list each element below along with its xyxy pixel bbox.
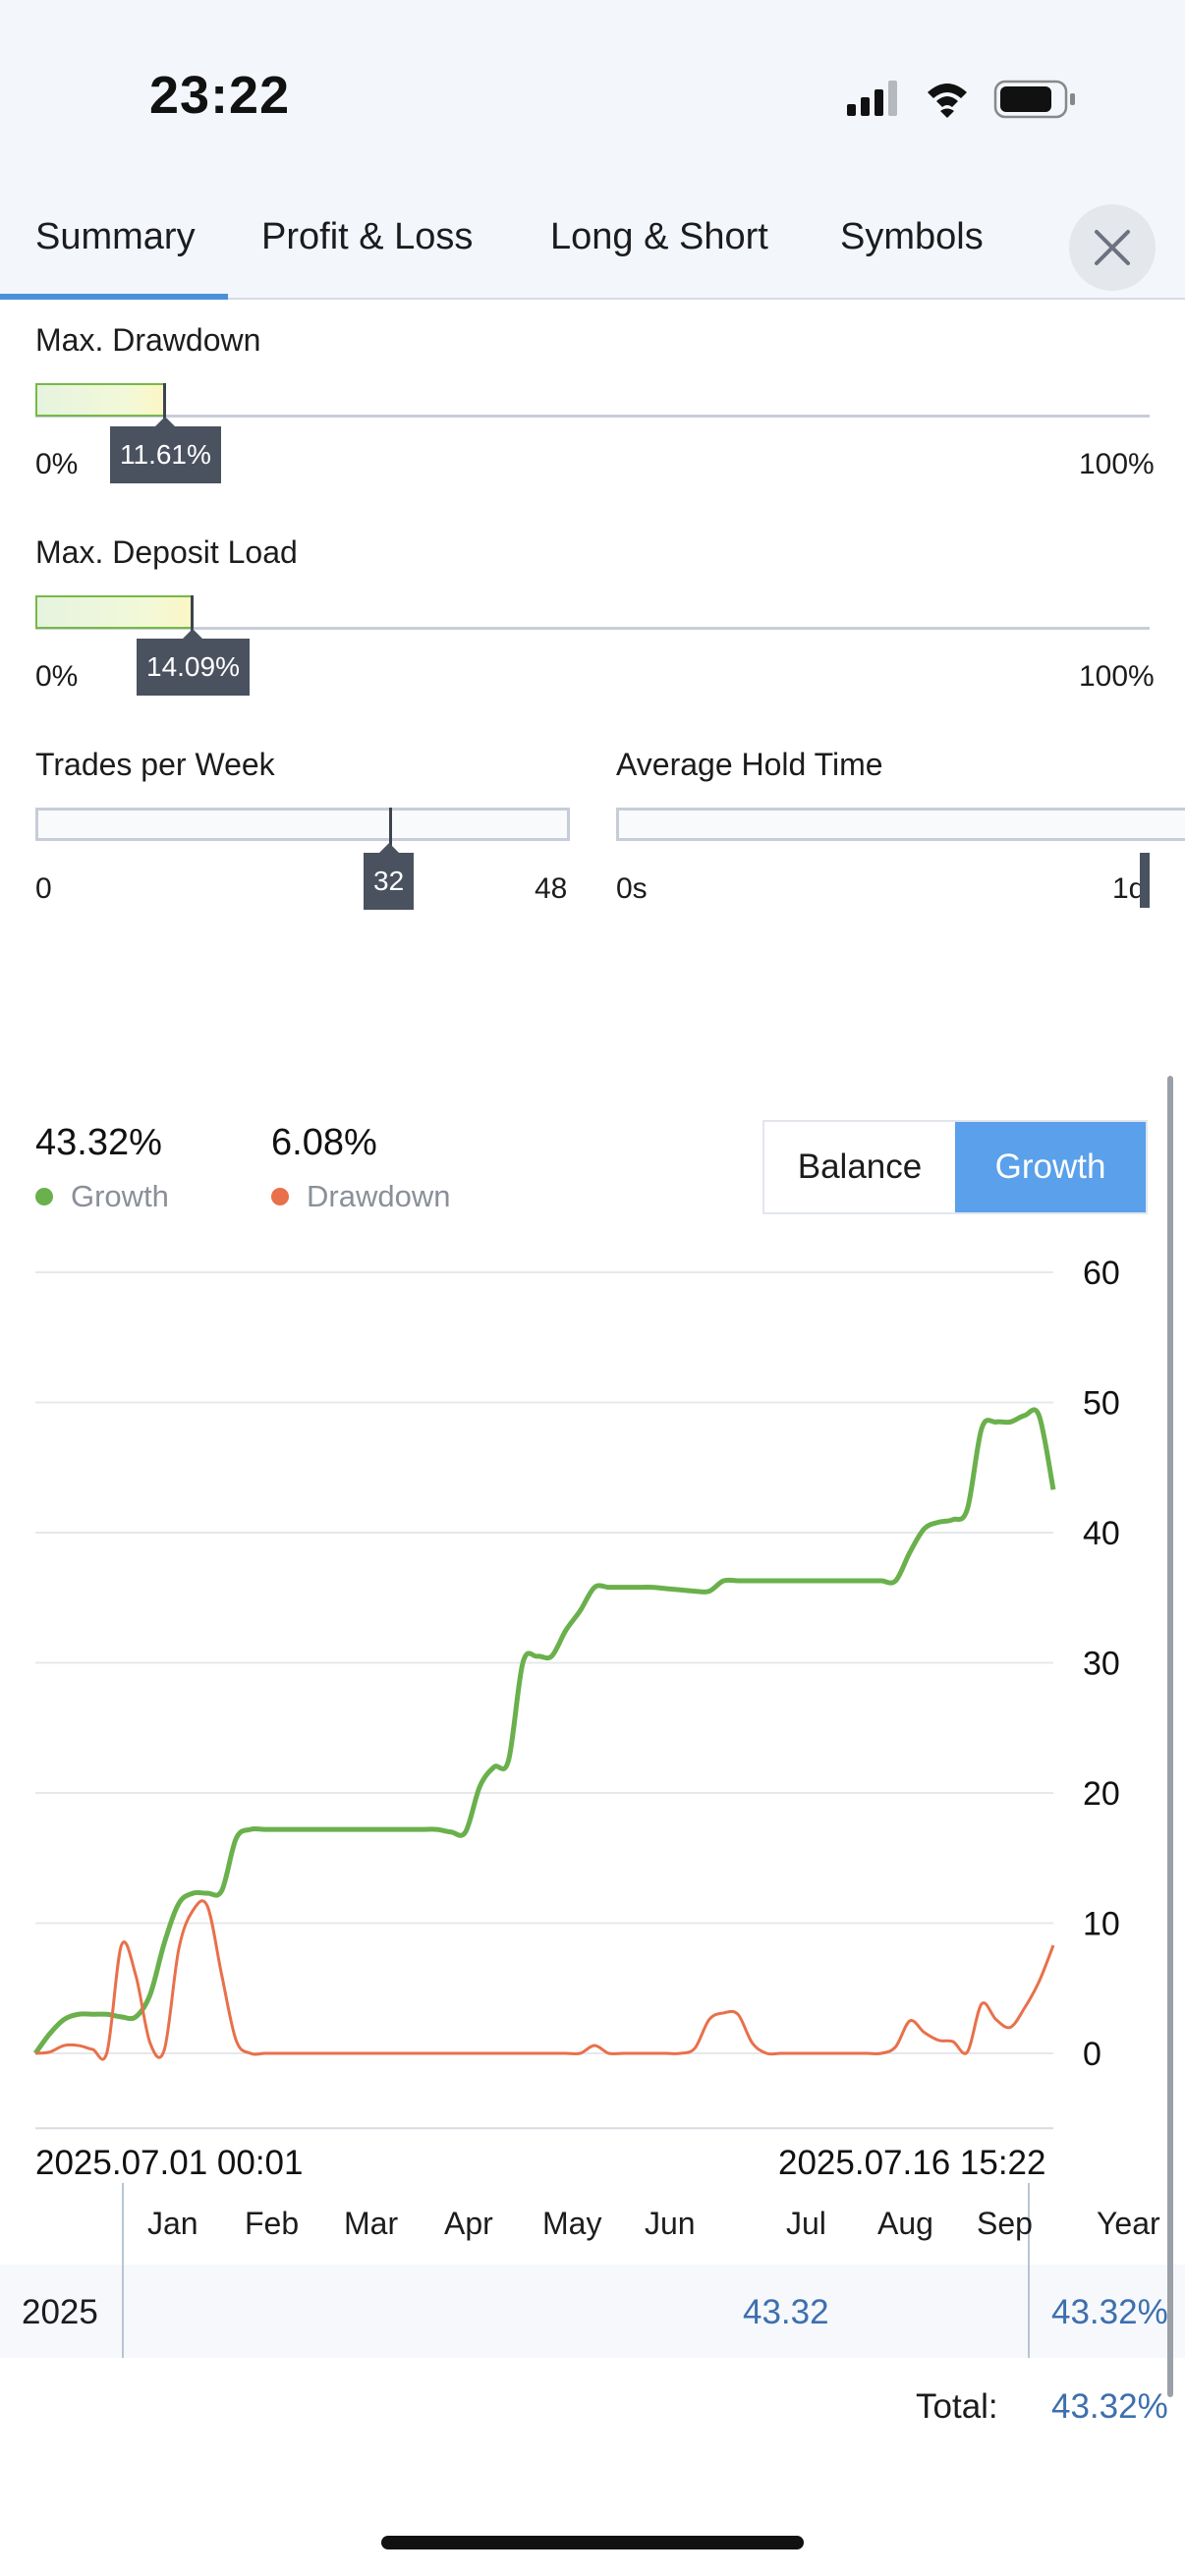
month-header: Jun: [645, 2206, 696, 2241]
year-header: Year: [1097, 2206, 1160, 2241]
tab-summary[interactable]: Summary: [35, 216, 196, 257]
active-tab-indicator: [0, 294, 228, 300]
growth-value: 43.32%: [35, 1122, 162, 1163]
max-deposit-load-value: 14.09%: [137, 629, 250, 696]
y-tick-label: 0: [1083, 2036, 1101, 2073]
signal-icon: [847, 81, 897, 116]
average-hold-time-min: 0s: [616, 872, 648, 905]
month-header: May: [542, 2206, 602, 2241]
trades-per-week-marker: [389, 808, 392, 853]
max-drawdown-value: 11.61%: [110, 417, 221, 483]
drawdown-series-line: [34, 1899, 1055, 2061]
growth-legend-dot: [35, 1188, 53, 1205]
average-hold-time-max-wrap: 1d: [1112, 872, 1152, 906]
y-tick-label: 60: [1083, 1255, 1120, 1292]
growth-legend-label: Growth: [71, 1179, 169, 1213]
average-hold-time-bar: [616, 808, 1185, 841]
drawdown-value: 6.08%: [271, 1122, 377, 1163]
trades-per-week-value: 32: [364, 843, 415, 910]
max-drawdown-label: Max. Drawdown: [35, 322, 261, 358]
max-deposit-load-fill: [35, 595, 193, 629]
growth-series-line: [32, 1407, 1056, 2055]
tab-profit-loss[interactable]: Profit & Loss: [261, 216, 474, 257]
drawdown-legend-label: Drawdown: [307, 1179, 451, 1213]
tab-bar: Summary Profit & Loss Long & Short Symbo…: [0, 187, 1185, 300]
table-divider-left: [122, 2183, 124, 2358]
table-divider-right: [1028, 2183, 1030, 2358]
y-tick-label: 50: [1083, 1385, 1120, 1423]
trades-per-week-max: 48: [535, 872, 568, 905]
home-indicator[interactable]: [381, 2536, 804, 2549]
row-year: 2025: [22, 2293, 98, 2331]
max-drawdown-min: 0%: [35, 448, 79, 480]
wifi-icon: [928, 84, 967, 118]
growth-toggle-button[interactable]: Growth: [955, 1122, 1146, 1212]
max-deposit-load-track: [35, 627, 1150, 630]
trades-per-week-bar: [35, 808, 570, 841]
chart-start-date: 2025.07.01 00:01: [35, 2144, 304, 2182]
month-header: Jul: [786, 2206, 826, 2241]
month-header: Aug: [877, 2206, 933, 2241]
average-hold-time-max: 1d: [1112, 872, 1146, 905]
chart-mode-toggle: Balance Growth: [762, 1120, 1148, 1214]
y-tick-label: 20: [1083, 1775, 1120, 1813]
max-drawdown-track: [35, 415, 1150, 418]
max-deposit-load-marker: [191, 595, 194, 635]
battery-icon: [993, 80, 1075, 119]
average-hold-time-tag: [1140, 853, 1150, 908]
tab-symbols[interactable]: Symbols: [840, 216, 984, 257]
y-tick-label: 10: [1083, 1906, 1120, 1943]
max-drawdown-fill: [35, 383, 165, 417]
trades-per-week-label: Trades per Week: [35, 747, 275, 782]
month-header: Feb: [245, 2206, 300, 2241]
tab-long-short[interactable]: Long & Short: [550, 216, 768, 257]
growth-chart: 0 10 20 30 40 50 60: [32, 1255, 1120, 2130]
close-button[interactable]: [1069, 204, 1156, 291]
balance-toggle-button[interactable]: Balance: [764, 1122, 955, 1212]
total-label: Total:: [916, 2387, 998, 2426]
status-icons: [847, 80, 1075, 119]
total-value: 43.32%: [1051, 2387, 1168, 2426]
table-row-2025: [0, 2265, 1185, 2358]
y-tick-label: 30: [1083, 1646, 1120, 1683]
max-drawdown-marker: [163, 383, 166, 422]
drawdown-legend-dot: [271, 1188, 289, 1205]
y-tick-label: 40: [1083, 1515, 1120, 1552]
scrollbar[interactable]: [1167, 1076, 1173, 2397]
status-time: 23:22: [149, 66, 291, 125]
trades-per-week-min: 0: [35, 872, 52, 905]
row-year-total: 43.32%: [1051, 2293, 1168, 2331]
chart-end-date: 2025.07.16 15:22: [778, 2144, 1046, 2182]
month-header: Apr: [444, 2206, 493, 2241]
max-drawdown-max: 100%: [1079, 448, 1155, 480]
status-bar: 23:22: [0, 0, 1185, 187]
max-deposit-load-max: 100%: [1079, 660, 1155, 693]
average-hold-time-label: Average Hold Time: [616, 747, 883, 782]
month-header: Mar: [344, 2206, 399, 2241]
month-header: Jan: [147, 2206, 198, 2241]
row-value-jul: 43.32: [743, 2293, 829, 2331]
max-deposit-load-label: Max. Deposit Load: [35, 534, 298, 570]
month-header: Sep: [977, 2206, 1033, 2241]
close-icon: [1095, 230, 1130, 265]
max-deposit-load-min: 0%: [35, 660, 79, 693]
